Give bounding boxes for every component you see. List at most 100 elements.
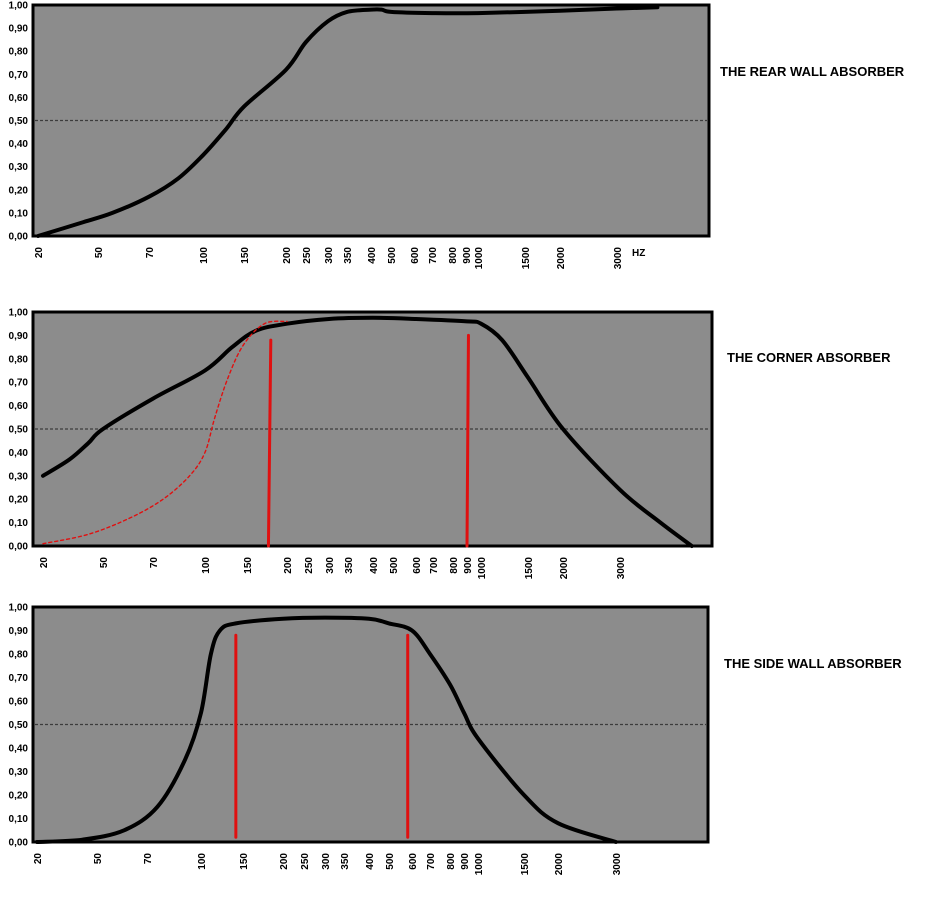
chart-title-side-wall: THE SIDE WALL ABSORBER	[724, 656, 902, 671]
x-tick-label: 70	[143, 853, 154, 865]
x-tick-label: 2000	[556, 247, 567, 270]
x-tick-label: 350	[343, 247, 354, 264]
x-tick-label: 3000	[616, 557, 627, 580]
y-tick-label: 0,70	[9, 378, 29, 389]
x-tick-label: 100	[201, 557, 212, 574]
y-tick-label: 0,80	[9, 47, 29, 58]
y-tick-label: 0,40	[9, 448, 29, 459]
y-tick-label: 0,10	[9, 518, 29, 529]
y-tick-label: 0,40	[9, 139, 29, 150]
y-tick-label: 0,70	[9, 70, 29, 81]
x-tick-label: 20	[33, 853, 44, 865]
dashed-curve	[42, 320, 288, 545]
y-tick-label: 0,50	[9, 720, 29, 731]
chart-panel-side-wall: 0,00 0,10 0,20 0,30 0,40 0,50 0,60 0,70 0,80 0,90…	[0, 600, 937, 900]
absorption-curve	[36, 5, 660, 238]
x-tick-label: 250	[302, 247, 313, 264]
x-tick-label: 1000	[474, 853, 485, 876]
x-tick-label: 900	[463, 557, 474, 574]
absorption-curve	[35, 615, 618, 844]
marker-line	[465, 333, 470, 548]
x-tick-label: 1500	[524, 557, 535, 580]
x-tick-label: 600	[412, 557, 423, 574]
x-tick-label: 3000	[613, 247, 624, 270]
x-tick-label: 150	[240, 247, 251, 264]
x-tick-label: 150	[239, 853, 250, 870]
chart-side-wall: 0,00 0,10 0,20 0,30 0,40 0,50 0,60 0,70 0,80 0,90…	[9, 603, 710, 876]
y-tick-label: 0,20	[9, 495, 29, 506]
x-tick-label: 70	[149, 557, 160, 569]
y-tick-label: 0,50	[9, 425, 29, 436]
x-unit-label: HZ	[632, 248, 645, 259]
chart-panel-corner: 0,00 0,10 0,20 0,30 0,40 0,50 0,60 0,70 0,80 0,90…	[0, 300, 937, 600]
y-tick-label: 1,00	[9, 603, 29, 614]
y-tick-label: 0,00	[9, 542, 29, 553]
y-tick-label: 0,70	[9, 673, 29, 684]
x-tick-label: 100	[199, 247, 210, 264]
y-tick-label: 0,10	[9, 814, 29, 825]
x-tick-label: 20	[39, 557, 50, 569]
y-tick-label: 0,50	[9, 116, 29, 127]
chart-panel-rear-wall: 0,00 0,10 0,20 0,30 0,40 0,50 0,60 0,70 0,80 0,90…	[0, 0, 937, 300]
x-tick-label: 2000	[559, 557, 570, 580]
x-tick-label: 800	[446, 853, 457, 870]
x-tick-label: 1500	[521, 247, 532, 270]
x-tick-label: 50	[94, 247, 105, 259]
x-tick-label: 100	[197, 853, 208, 870]
x-tick-label: 1000	[474, 247, 485, 270]
x-tick-label: 900	[460, 853, 471, 870]
x-tick-label: 600	[410, 247, 421, 264]
y-tick-label: 0,60	[9, 401, 29, 412]
x-tick-label: 800	[449, 557, 460, 574]
y-tick-label: 0,60	[9, 93, 29, 104]
chart-title-rear-wall: THE REAR WALL ABSORBER	[720, 64, 905, 79]
x-tick-label: 250	[300, 853, 311, 870]
y-tick-label: 0,20	[9, 791, 29, 802]
x-tick-label: 400	[369, 557, 380, 574]
x-tick-label: 20	[34, 247, 45, 259]
x-tick-label: 50	[93, 853, 104, 865]
x-tick-label: 500	[387, 247, 398, 264]
y-tick-label: 1,00	[9, 308, 29, 319]
x-tick-label: 900	[462, 247, 473, 264]
x-tick-label: 200	[279, 853, 290, 870]
x-tick-label: 200	[282, 247, 293, 264]
y-tick-label: 0,80	[9, 354, 29, 365]
x-tick-label: 300	[324, 247, 335, 264]
y-tick-label: 0,00	[9, 232, 29, 243]
x-tick-label: 50	[99, 557, 110, 569]
y-tick-label: 0,20	[9, 185, 29, 196]
x-tick-label: 2000	[554, 853, 565, 876]
y-tick-label: 0,60	[9, 697, 29, 708]
marker-line	[266, 338, 273, 548]
x-tick-label: 400	[367, 247, 378, 264]
x-tick-label: 200	[283, 557, 294, 574]
y-tick-label: 0,80	[9, 650, 29, 661]
x-tick-label: 1500	[520, 853, 531, 876]
y-tick-label: 0,30	[9, 767, 29, 778]
y-tick-label: 0,90	[9, 331, 29, 342]
y-tick-label: 0,90	[9, 24, 29, 35]
x-tick-label: 500	[389, 557, 400, 574]
x-tick-label: 300	[325, 557, 336, 574]
x-tick-label: 500	[385, 853, 396, 870]
x-tick-label: 250	[304, 557, 315, 574]
x-tick-label: 800	[448, 247, 459, 264]
y-tick-label: 0,00	[9, 838, 29, 849]
x-tick-label: 1000	[477, 557, 488, 580]
x-tick-label: 700	[426, 853, 437, 870]
x-tick-label: 600	[408, 853, 419, 870]
x-tick-label: 700	[428, 247, 439, 264]
chart-title-corner: THE CORNER ABSORBER	[727, 350, 891, 365]
absorption-curve	[41, 315, 694, 548]
x-tick-label: 700	[429, 557, 440, 574]
x-tick-label: 350	[340, 853, 351, 870]
x-tick-label: 70	[145, 247, 156, 259]
y-tick-label: 0,10	[9, 208, 29, 219]
y-tick-label: 0,30	[9, 471, 29, 482]
y-tick-label: 0,30	[9, 162, 29, 173]
x-tick-label: 3000	[612, 853, 623, 876]
x-tick-label: 350	[344, 557, 355, 574]
y-tick-label: 0,90	[9, 626, 29, 637]
x-tick-label: 400	[365, 853, 376, 870]
